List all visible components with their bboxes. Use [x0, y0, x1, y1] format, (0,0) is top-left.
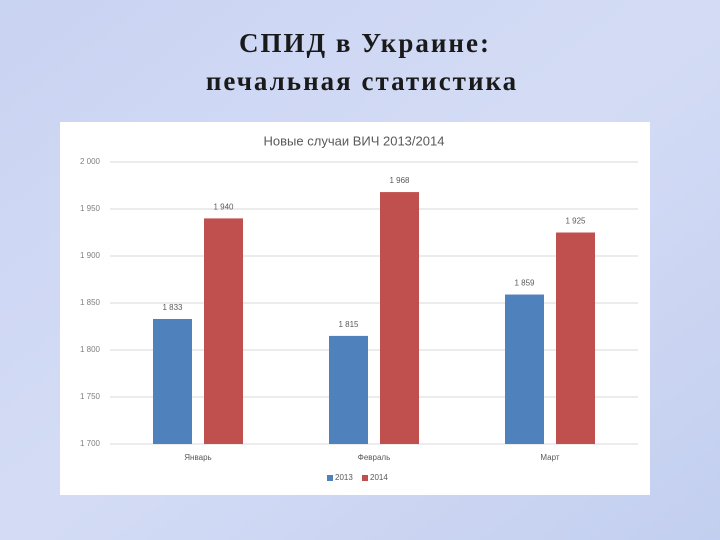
legend-swatch	[362, 475, 368, 481]
value-label: 1 859	[514, 279, 535, 288]
bar	[204, 218, 243, 444]
y-tick-label: 1 850	[80, 298, 101, 307]
bar	[505, 294, 544, 444]
value-label: 1 940	[213, 203, 234, 212]
x-tick-label: Февраль	[358, 453, 391, 462]
x-tick-label: Март	[540, 453, 559, 462]
value-label: 1 833	[162, 303, 183, 312]
y-tick-label: 1 950	[80, 204, 101, 213]
slide-title: печальная статистика	[206, 66, 518, 96]
bar	[556, 232, 595, 444]
value-label: 1 968	[389, 176, 410, 185]
legend-label: 2014	[370, 473, 388, 482]
y-tick-label: 1 750	[80, 392, 101, 401]
legend-label: 2013	[335, 473, 353, 482]
y-tick-label: 1 900	[80, 251, 101, 260]
y-tick-label: 1 800	[80, 345, 101, 354]
y-tick-label: 1 700	[80, 439, 101, 448]
legend-swatch	[327, 475, 333, 481]
bar	[329, 335, 368, 444]
bar	[380, 192, 419, 444]
value-label: 1 925	[565, 217, 586, 226]
x-tick-label: Январь	[184, 453, 211, 462]
chart-title: Новые случаи ВИЧ 2013/2014	[264, 133, 445, 148]
value-label: 1 815	[338, 320, 359, 329]
bar	[153, 318, 192, 444]
slide-title: СПИД в Украине:	[239, 28, 491, 58]
y-tick-label: 2 000	[80, 157, 101, 166]
